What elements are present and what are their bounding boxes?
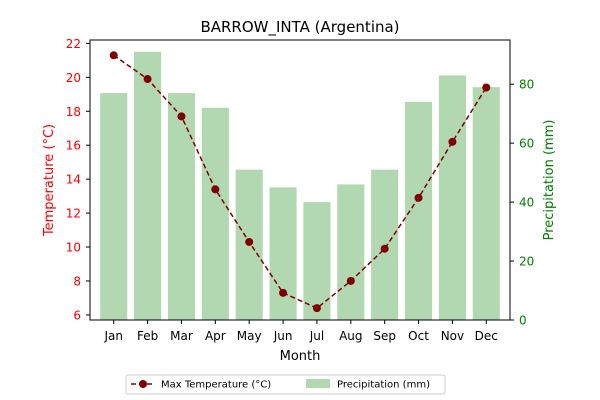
precipitation-bar-dec (472, 87, 500, 320)
temperature-point-feb (143, 75, 152, 84)
y-left-tick-label-14: 14 (66, 173, 81, 187)
x-axis-label: Month (280, 349, 321, 364)
axes: Jan Feb Mar Apr May Jun Jul Aug Sep Oct Nov Dec 6 8 10… (66, 37, 535, 343)
y-left-tick-label-18: 18 (66, 105, 81, 119)
y-axis-left-label: Temperature (°C) (42, 124, 57, 237)
precipitation-bar-jul (303, 202, 331, 320)
temperature-point-oct (414, 193, 423, 202)
x-tick-label-feb: Feb (137, 329, 158, 343)
x-tick-label-jan: Jan (103, 329, 123, 343)
plot-frame (89, 39, 511, 321)
x-tick-label-sep: Sep (373, 329, 396, 343)
chart-title: BARROW_INTA (Argentina) (200, 18, 399, 37)
x-tick-label-oct: Oct (408, 329, 429, 343)
temperature-line (109, 51, 491, 313)
x-tick-label-dec: Dec (475, 329, 498, 343)
y-left-tick-label-6: 6 (73, 308, 81, 322)
legend-label-temperature: Max Temperature (°C) (161, 380, 271, 391)
y-left-tick-label-16: 16 (66, 139, 81, 153)
legend-label-precipitation: Precipitation (mm) (337, 380, 430, 391)
precipitation-bar-feb (134, 51, 162, 320)
y-left-tick-label-22: 22 (66, 37, 81, 51)
y-right-tick-label-0: 0 (519, 314, 527, 328)
y-axis-right-label: Precipitation (mm) (542, 120, 557, 241)
x-tick-label-jul: Jul (309, 329, 324, 343)
temperature-point-nov (448, 137, 457, 146)
legend-box (125, 374, 446, 395)
x-tick-label-aug: Aug (339, 329, 362, 343)
temperature-point-apr (211, 185, 220, 194)
y-right-tick-label-20: 20 (519, 255, 534, 269)
temperature-point-jan (109, 51, 118, 60)
temperature-point-mar (177, 112, 186, 121)
y-right-tick-label-60: 60 (519, 137, 534, 151)
x-tick-label-mar: Mar (170, 329, 193, 343)
y-left-tick-label-12: 12 (66, 207, 81, 221)
precipitation-bar-jun (269, 187, 297, 320)
x-tick-label-may: May (237, 329, 262, 343)
x-tick-label-apr: Apr (205, 329, 226, 343)
y-left-tick-label-8: 8 (73, 274, 81, 288)
precipitation-bar-mar (167, 93, 195, 320)
y-left-tick-label-20: 20 (66, 71, 81, 85)
y-right-tick-label-40: 40 (519, 196, 534, 210)
temperature-point-aug (346, 276, 355, 285)
temperature-line-path (113, 54, 487, 309)
legend-marker-swatch (139, 380, 147, 388)
precipitation-bar-nov (438, 75, 466, 320)
precipitation-bar-aug (337, 184, 365, 320)
legend: Max Temperature (°C) Precipitation (mm) (125, 374, 446, 395)
temperature-point-sep (380, 244, 389, 253)
precipitation-bar-jan (100, 93, 128, 320)
legend-bar-swatch (306, 379, 330, 388)
temperature-point-jun (279, 288, 288, 297)
y-left-tick-label-10: 10 (66, 241, 81, 255)
temperature-point-jul (312, 304, 321, 313)
temperature-point-may (245, 237, 254, 246)
x-tick-label-jun: Jun (273, 329, 293, 343)
x-tick-label-nov: Nov (441, 329, 464, 343)
y-right-tick-label-80: 80 (519, 78, 534, 92)
temperature-point-dec (482, 83, 491, 92)
precipitation-bar-apr (201, 107, 229, 320)
